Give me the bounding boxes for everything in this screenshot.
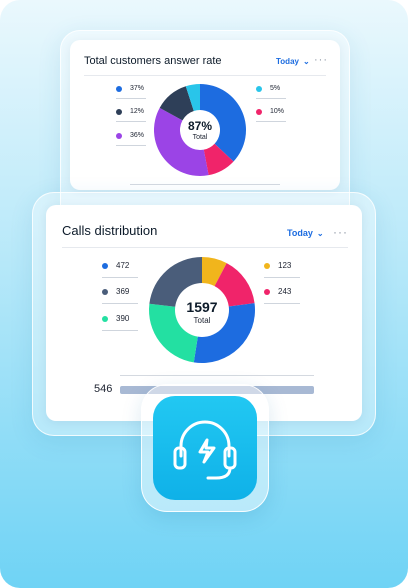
donut-slice-4 [185, 84, 200, 111]
legend-underline [102, 330, 138, 331]
answer-rate-legend-5: 5% [256, 85, 280, 92]
legend-value: 390 [116, 314, 130, 323]
answer-rate-bottom-line [130, 184, 280, 185]
calls-legend-472: 472 [102, 261, 129, 270]
legend-dot [116, 85, 122, 92]
legend-dot [264, 288, 270, 295]
legend-underline [116, 98, 146, 99]
donut-slice-0 [200, 84, 246, 162]
chevron-down-icon: ⌄ [316, 229, 324, 239]
calls-divider [62, 247, 348, 248]
donut-slice-0 [202, 257, 227, 287]
legend-underline [256, 121, 286, 122]
legend-value: 123 [278, 261, 292, 270]
legend-dot [256, 85, 262, 92]
answer-rate-legend-37: 37% [116, 85, 144, 92]
calls-period-label: Today [287, 228, 313, 238]
legend-underline [264, 303, 300, 304]
legend-underline [116, 145, 146, 146]
answer-rate-center-label: Total [192, 134, 208, 141]
legend-value: 472 [116, 261, 130, 270]
donut-slice-2 [193, 303, 255, 363]
calls-legend-369: 369 [102, 287, 129, 296]
calls-bar-label: 546 [94, 383, 113, 395]
legend-dot [102, 288, 108, 295]
calls-center-value: 1597 [186, 299, 218, 315]
calls-donut-chart [149, 257, 255, 363]
legend-value: 5% [270, 85, 281, 92]
answer-rate-legend-12: 12% [116, 108, 144, 115]
calls-period-select[interactable]: Today ⌄ [287, 228, 324, 238]
legend-dot [256, 108, 262, 115]
legend-underline [102, 277, 138, 278]
donut-slice-1 [203, 143, 234, 176]
legend-underline [116, 121, 146, 122]
answer-rate-period-select[interactable]: Today ⌄ [276, 57, 310, 66]
donut-slice-3 [159, 86, 194, 121]
answer-rate-legend-10: 10% [256, 108, 284, 115]
answer-rate-legend-36: 36% [116, 132, 144, 139]
answer-rate-period-label: Today [276, 57, 299, 66]
calls-title: Calls distribution [62, 223, 158, 238]
legend-value: 37% [130, 85, 145, 92]
calls-distribution-card: Calls distribution Today ⌄ ··· 472 369 39… [46, 205, 362, 421]
more-dots-icon[interactable]: ··· [314, 54, 328, 66]
legend-value: 12% [130, 108, 145, 115]
legend-dot [102, 262, 108, 269]
answer-rate-title: Total customers answer rate [84, 55, 222, 67]
legend-underline [102, 303, 138, 304]
legend-dot [116, 132, 122, 139]
more-dots-icon[interactable]: ··· [333, 225, 348, 239]
calls-bottom-line [120, 375, 314, 376]
donut-slice-4 [149, 257, 202, 307]
legend-underline [256, 98, 286, 99]
calls-legend-243: 243 [264, 287, 291, 296]
app-icon-tile[interactable] [153, 396, 257, 500]
legend-dot [264, 262, 270, 269]
headset-lightning-icon [173, 420, 237, 480]
calls-legend-123: 123 [264, 261, 291, 270]
donut-slice-3 [149, 303, 198, 363]
legend-value: 243 [278, 287, 292, 296]
calls-center-label: Total [193, 316, 211, 325]
answer-rate-card: Total customers answer rate Today ⌄ ··· 3… [70, 40, 340, 190]
legend-value: 369 [116, 287, 130, 296]
legend-value: 36% [130, 132, 145, 139]
legend-underline [264, 277, 300, 278]
answer-rate-divider [84, 75, 326, 76]
donut-slice-1 [214, 263, 255, 307]
answer-rate-center-value: 87% [187, 119, 213, 133]
donut-slice-2 [154, 107, 209, 176]
answer-rate-donut-chart [154, 84, 246, 176]
legend-value: 10% [270, 108, 285, 115]
legend-dot [116, 108, 122, 115]
calls-legend-390: 390 [102, 314, 129, 323]
calls-bar [120, 386, 314, 394]
chevron-down-icon: ⌄ [302, 57, 310, 67]
legend-dot [102, 315, 108, 322]
